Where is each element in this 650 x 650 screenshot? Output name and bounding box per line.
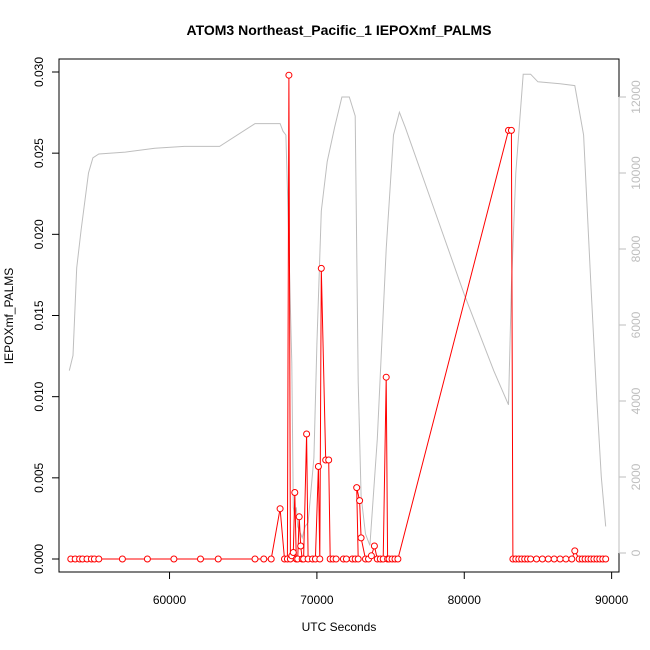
data-point bbox=[544, 555, 552, 563]
data-point bbox=[332, 555, 340, 563]
data-point bbox=[527, 555, 535, 563]
data-point bbox=[214, 555, 222, 563]
data-point bbox=[267, 555, 275, 563]
y2-tick-label: 2000 bbox=[629, 463, 643, 490]
data-point bbox=[556, 555, 564, 563]
data-point bbox=[325, 456, 333, 464]
data-point bbox=[571, 547, 579, 555]
x-tick-label: 90000 bbox=[595, 593, 629, 607]
y2-axis: 0 2000 4000 6000 8000 10000 12000 bbox=[618, 80, 643, 556]
data-point bbox=[316, 555, 324, 563]
y2-tick-label: 0 bbox=[629, 549, 643, 556]
data-point bbox=[276, 505, 284, 513]
data-point bbox=[118, 555, 126, 563]
data-point bbox=[382, 373, 390, 381]
y-axis-label: IEPOXmf_PALMS bbox=[2, 268, 16, 364]
data-point bbox=[562, 555, 570, 563]
y2-tick-label: 12000 bbox=[629, 80, 643, 114]
data-point bbox=[143, 555, 151, 563]
data-point bbox=[538, 555, 546, 563]
plot-frame bbox=[58, 58, 620, 573]
x-tick-label: 60000 bbox=[153, 593, 187, 607]
data-point bbox=[303, 430, 311, 438]
data-point bbox=[370, 542, 378, 550]
chart-title: ATOM3 Northeast_Pacific_1 IEPOXmf_PALMS bbox=[187, 22, 492, 38]
data-point bbox=[353, 484, 361, 492]
y2-tick-label: 8000 bbox=[629, 235, 643, 262]
data-point bbox=[533, 555, 540, 563]
x-axis-label: UTC Seconds bbox=[302, 620, 377, 634]
data-point bbox=[602, 555, 610, 563]
data-point bbox=[260, 555, 268, 563]
data-point bbox=[354, 555, 362, 563]
y-tick-label: 0.010 bbox=[32, 381, 46, 411]
data-point bbox=[394, 555, 402, 563]
y-tick-label: 0.020 bbox=[32, 219, 46, 249]
data-point bbox=[367, 552, 375, 560]
y-tick-label: 0.025 bbox=[32, 138, 46, 168]
x-tick-label: 70000 bbox=[300, 593, 334, 607]
data-point bbox=[342, 555, 350, 563]
data-point bbox=[357, 534, 365, 542]
y2-tick-label: 4000 bbox=[629, 387, 643, 414]
data-point bbox=[550, 555, 558, 563]
primary-series bbox=[67, 71, 610, 563]
y-axis: 0.000 0.005 0.010 0.015 0.020 0.025 0.030 bbox=[32, 57, 60, 574]
y-tick-label: 0.000 bbox=[32, 544, 46, 574]
y2-tick-label: 6000 bbox=[629, 311, 643, 338]
data-point bbox=[297, 542, 305, 550]
y-tick-label: 0.015 bbox=[32, 300, 46, 330]
data-point bbox=[314, 463, 322, 470]
data-point bbox=[170, 555, 178, 563]
secondary-series bbox=[68, 73, 607, 546]
x-tick-label: 80000 bbox=[448, 593, 482, 607]
data-point bbox=[568, 555, 576, 563]
y-tick-label: 0.030 bbox=[32, 57, 46, 87]
secondary-series-line bbox=[68, 73, 607, 546]
data-point bbox=[507, 126, 515, 134]
data-point bbox=[291, 489, 299, 496]
data-point bbox=[285, 71, 293, 79]
data-point bbox=[251, 555, 259, 563]
data-point bbox=[356, 497, 364, 505]
data-point bbox=[197, 555, 204, 563]
data-point bbox=[295, 513, 303, 521]
primary-series-line bbox=[70, 75, 606, 560]
y2-tick-label: 10000 bbox=[629, 156, 643, 190]
y-tick-label: 0.005 bbox=[32, 463, 46, 493]
data-point bbox=[95, 555, 103, 563]
x-axis: 60000 70000 80000 90000 bbox=[153, 571, 629, 607]
data-point bbox=[289, 549, 297, 556]
data-point bbox=[317, 264, 325, 272]
